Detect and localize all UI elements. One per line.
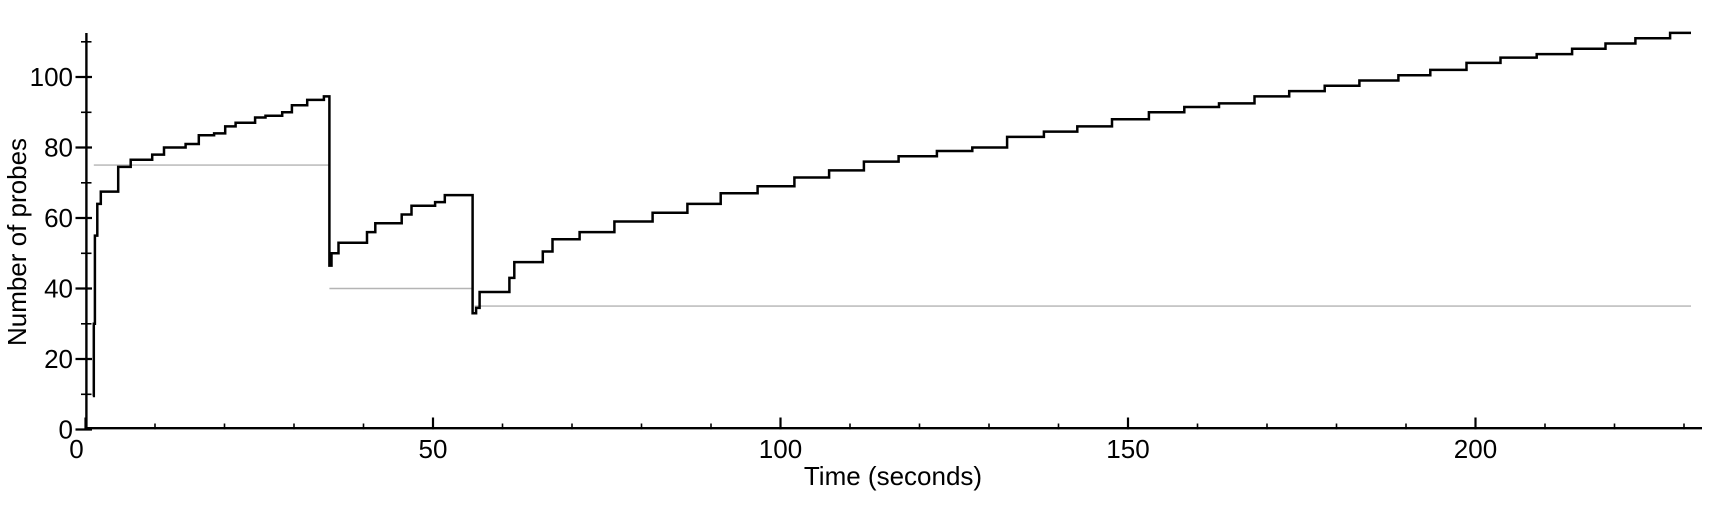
y-axis-tick-labels: 0 20 40 60 80 100 xyxy=(30,62,73,445)
x-tick-label: 100 xyxy=(759,434,802,464)
x-tick-label: 50 xyxy=(419,434,448,464)
y-tick-label: 80 xyxy=(44,133,73,163)
reference-lines xyxy=(93,164,1691,307)
y-tick-label: 100 xyxy=(30,62,73,92)
y-tick-label: 40 xyxy=(44,274,73,304)
y-axis-title: Number of probes xyxy=(2,138,32,346)
y-tick-label: 20 xyxy=(44,344,73,374)
x-axis-title: Time (seconds) xyxy=(804,461,982,491)
y-axis-ticks xyxy=(75,40,92,431)
y-tick-label: 0 xyxy=(59,415,73,445)
x-tick-label: 200 xyxy=(1454,434,1497,464)
x-tick-label: 150 xyxy=(1106,434,1149,464)
x-axis-ticks xyxy=(84,417,1685,430)
x-tick-label: 0 xyxy=(69,434,83,464)
probes-step-line xyxy=(92,31,1691,398)
x-axis-tick-labels: 0 50 100 150 200 xyxy=(69,434,1497,464)
y-tick-label: 60 xyxy=(44,203,73,233)
